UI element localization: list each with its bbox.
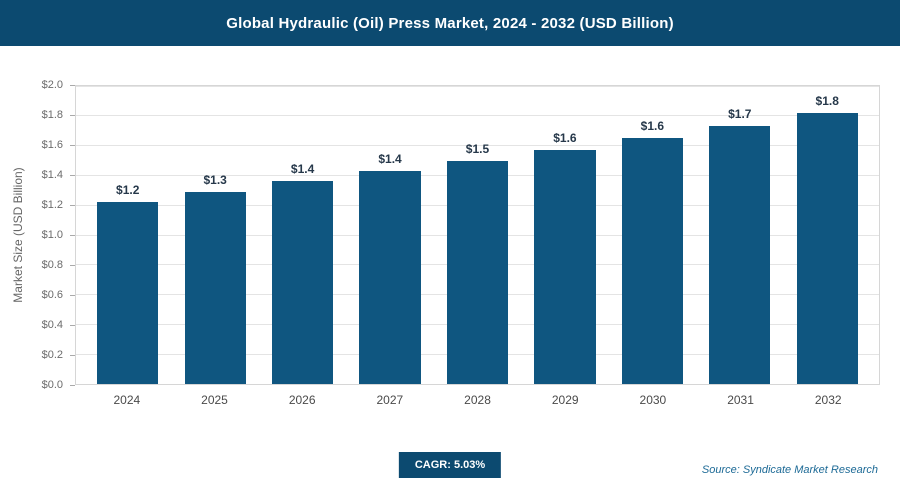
- x-tick-label: 2028: [464, 393, 491, 407]
- bar-slot: $1.2: [84, 86, 171, 384]
- bar: [271, 181, 334, 384]
- x-tick-label: 2032: [814, 393, 842, 407]
- bar: [446, 160, 509, 384]
- y-tick-label: $1.8: [41, 109, 63, 121]
- bar-slot: $1.5: [434, 86, 521, 384]
- y-tick-mark: [70, 204, 75, 206]
- y-tick-label: $1.0: [41, 229, 63, 241]
- y-tick-mark: [70, 294, 75, 296]
- bar-value-label: $1.6: [640, 119, 665, 134]
- x-tick-label: 2029: [551, 393, 579, 407]
- gridline: [76, 85, 879, 87]
- bar-slot: $1.4: [259, 86, 346, 384]
- x-tick-label: 2027: [376, 393, 404, 407]
- y-tick-mark: [70, 234, 75, 236]
- y-tick-mark: [70, 384, 75, 386]
- bar-slot: $1.7: [696, 86, 783, 384]
- y-tick-label: $0.2: [41, 349, 63, 361]
- x-tick-label: 2031: [727, 393, 754, 407]
- y-tick-label: $2.0: [41, 79, 63, 91]
- gridline: [76, 145, 879, 147]
- bar-value-label: $1.8: [815, 93, 839, 108]
- bar-slot: $1.8: [784, 86, 871, 384]
- plot-area: $1.2 $1.3 $1.4 $1.4 $1.5 $1.6 $1.6 $1.7 $1.8: [75, 85, 880, 385]
- y-tick-mark: [70, 144, 75, 146]
- bar-value-label: $1.4: [290, 162, 315, 177]
- y-tick-label: $1.6: [41, 139, 63, 151]
- y-tick-mark: [70, 84, 75, 86]
- y-tick-label: $0.4: [41, 319, 63, 331]
- bar-slot: $1.4: [346, 86, 433, 384]
- bar: [97, 202, 159, 384]
- x-tick-label: 2024: [113, 393, 141, 407]
- bar: [796, 112, 858, 384]
- y-tick-label: $0.6: [41, 289, 63, 301]
- chart-title: Global Hydraulic (Oil) Press Market, 202…: [226, 14, 674, 32]
- x-axis-row: 2024 2025 2026 2027 2028 2029 2030 2031 2032: [75, 393, 880, 413]
- bar: [359, 170, 421, 384]
- bar: [184, 191, 246, 384]
- y-tick-mark: [70, 174, 75, 176]
- bar-value-label: $1.4: [378, 151, 402, 166]
- bar-value-label: $1.3: [203, 172, 227, 187]
- x-tick-label: 2025: [201, 393, 228, 407]
- y-tick-label: $0.8: [41, 259, 63, 271]
- bar-slot: $1.6: [609, 86, 696, 384]
- bar-slot: $1.3: [171, 86, 258, 384]
- y-axis-ticks: $0.0 $0.2 $0.4 $0.6 $0.8 $1.0 $1.2 $1.4 $1.6 $1.8…: [0, 79, 75, 391]
- bar-value-label: $1.6: [553, 131, 577, 146]
- bar: [534, 150, 596, 384]
- chart-title-banner: Global Hydraulic (Oil) Press Market, 202…: [0, 0, 900, 46]
- bars-row: $1.2 $1.3 $1.4 $1.4 $1.5 $1.6 $1.6 $1.7 $1.8: [76, 86, 879, 384]
- y-tick-mark: [70, 114, 75, 116]
- bar: [709, 126, 771, 384]
- y-tick-mark: [70, 354, 75, 356]
- y-tick-mark: [70, 324, 75, 326]
- y-tick-label: $1.4: [41, 169, 63, 181]
- bar-slot: $1.6: [521, 86, 608, 384]
- bar-value-label: $1.7: [728, 107, 752, 122]
- x-tick-label: 2030: [639, 393, 667, 407]
- y-tick-mark: [70, 264, 75, 266]
- source-text: Source: Syndicate Market Research: [701, 464, 878, 476]
- y-tick-label: $1.2: [41, 199, 63, 211]
- gridline: [76, 115, 879, 117]
- bar-value-label: $1.2: [116, 183, 140, 198]
- y-tick-label: $0.0: [41, 379, 63, 391]
- cagr-badge: CAGR: 5.03%: [398, 452, 502, 478]
- bar-value-label: $1.5: [465, 141, 490, 156]
- bar: [621, 138, 683, 384]
- x-tick-label: 2026: [288, 393, 316, 407]
